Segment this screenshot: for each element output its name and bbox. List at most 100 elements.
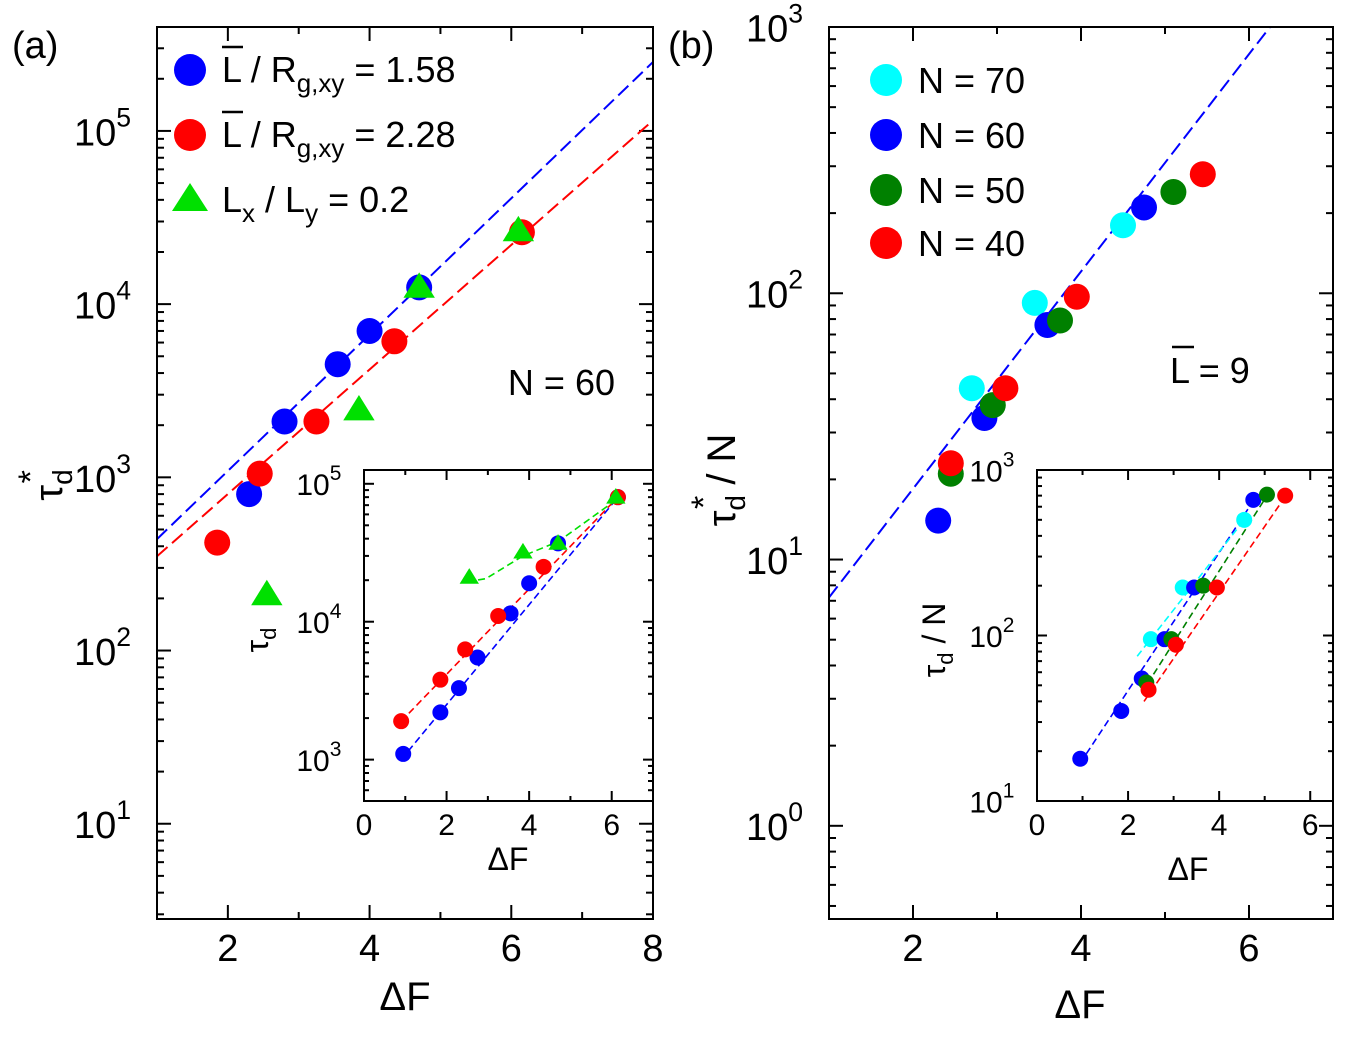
data-point-circle [271,408,298,435]
y-tick-base: 10 [969,621,1002,654]
data-point-circle [490,607,507,624]
data-point-circle [1160,179,1187,206]
legend-sub: g,xy [297,133,345,163]
legend-label: N = 50 [918,170,1025,211]
y-tick-label: 102 [746,265,803,317]
x-tick-label: 0 [356,809,373,842]
legend-sub: g,xy [297,68,345,98]
x-axis-label: ΔF [379,975,430,1019]
y-tick-exponent: 3 [788,0,803,28]
y-tick-base: 10 [746,807,788,849]
y-tick-base: 10 [969,786,1002,819]
y-tick-exponent: 3 [330,738,342,761]
data-point-circle [204,529,231,556]
legend-text: = 1.58 [344,49,455,90]
inset-x-axis-label: ΔF [488,841,529,877]
x-tick-label: 2 [902,928,923,970]
inset-background [1037,470,1333,801]
series-n-40 [937,161,1216,477]
y-label-sub: d [720,495,751,511]
y-label-sub: d [933,652,958,664]
data-point-circle [1063,283,1090,310]
legend-text: / L [255,179,305,220]
x-tick-label: 4 [1211,809,1228,842]
data-point-circle [432,671,449,688]
y-axis-label: τd* [12,469,78,500]
data-point-triangle [403,272,435,298]
data-point-circle [356,317,383,344]
legend-label: L / Rg,xy = 1.58 [222,49,455,98]
y-tick-exponent: 3 [1003,448,1015,471]
x-tick-label: 6 [1238,928,1259,970]
data-point-triangle [548,534,568,550]
data-point-circle [1131,194,1157,221]
inset-x-axis-label: ΔF [1168,851,1209,887]
y-tick-label: 105 [74,102,131,154]
y-label-tau: τ [916,664,952,677]
data-point-circle [958,375,985,402]
legend-sub: x [242,198,255,228]
y-tick-base: 10 [74,459,116,501]
data-point-circle [236,481,263,508]
y-tick-label: 101 [746,531,803,583]
series-n-50 [1138,486,1275,691]
y-tick-base: 10 [746,541,788,583]
legend-marker-circle [870,64,902,96]
y-tick-label: 102 [969,614,1014,654]
data-point-circle [1047,307,1073,334]
y-tick-base: 10 [74,112,116,154]
series-lx-ly-0-2 [251,215,535,606]
data-point-circle [1236,511,1253,528]
y-tick-exponent: 1 [1003,779,1015,802]
fit-line-green [467,498,619,583]
y-tick-base: 10 [969,455,1002,488]
data-point-circle [925,507,952,534]
y-tick-base: 10 [746,8,788,50]
legend-marker-circle [870,119,902,151]
y-label-rest: / N [700,434,744,496]
y-tick-exponent: 4 [116,276,131,306]
legend-label: N = 60 [918,115,1025,156]
legend-label: N = 70 [918,60,1025,101]
x-tick-label: 8 [642,928,663,970]
y-tick-exponent: 2 [788,265,803,295]
data-point-triangle [513,542,533,559]
y-tick-label: 103 [746,0,803,50]
x-tick-label: 2 [1120,809,1137,842]
y-tick-exponent: 3 [116,449,131,479]
y-label-tau: τ [239,639,275,652]
x-tick-label: 4 [359,928,380,970]
data-point-circle [1174,579,1191,596]
y-tick-label: 103 [969,448,1014,488]
data-point-circle [1072,750,1089,767]
series-green [459,487,626,584]
data-point-circle [1113,702,1130,719]
legend-marker-circle [870,174,902,206]
data-point-circle [381,328,408,355]
y-tick-exponent: 4 [330,600,342,623]
x-axis-label: ΔF [1054,983,1105,1027]
y-label-tau: τ [700,510,744,526]
legend-text: = 0.2 [318,179,409,220]
y-tick-exponent: 5 [330,462,342,485]
data-point-circle [1110,212,1136,239]
data-point-circle [393,713,410,730]
legend-marker-circle [870,227,902,259]
y-tick-exponent: 0 [788,797,803,827]
y-tick-base: 10 [74,632,116,674]
x-tick-label: 6 [603,809,620,842]
series-l-rg-xy-2-28 [204,219,535,556]
x-tick-label: 2 [438,809,455,842]
y-label-tau: τ [27,485,71,501]
inset-y-axis-label: τd [239,628,281,653]
y-label-star: * [685,496,723,509]
x-tick-label: 0 [1029,809,1046,842]
data-point-triangle [502,215,535,242]
y-tick-label: 104 [74,276,131,328]
y-tick-label: 103 [74,449,131,501]
x-tick-label: 6 [501,928,522,970]
y-tick-base: 10 [74,286,116,328]
data-point-circle [1258,486,1275,503]
